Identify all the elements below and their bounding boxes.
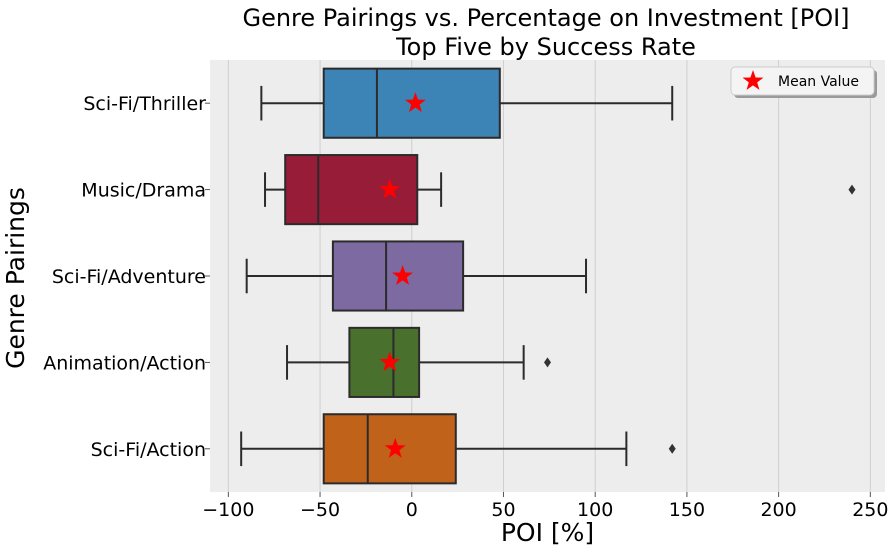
outlier-point [848,184,856,195]
chart-title-line-2: Top Five by Success Rate [395,33,696,61]
y-tick-label: Sci-Fi/Adventure [52,266,206,288]
x-tick-label: 250 [852,499,888,521]
outlier-point [544,357,551,368]
box-sci-fi-action [240,413,676,485]
legend: Mean Value [730,66,877,98]
x-tick-label: 150 [669,499,705,521]
y-axis-label: Genre Pairings [1,187,30,369]
box-sci-fi-adventure [245,240,588,312]
x-tick-label: 0 [406,499,418,521]
legend-box [730,66,875,96]
legend-star-icon [742,70,764,90]
x-tick-label: 200 [760,499,796,521]
y-tick-label: Music/Drama [81,180,206,202]
mean-star [379,351,401,372]
legend-label: Mean Value [778,74,859,90]
boxes [240,67,856,485]
mean-star [379,178,401,199]
box-sci-fi-thriller [260,67,674,139]
y-tick-label: Animation/Action [43,352,206,374]
x-axis-ticks: −100 −50 0 50 100 150 200 250 [202,492,888,521]
box-animation-action [286,326,551,398]
x-tick-label: 100 [577,499,613,521]
mean-star [404,92,426,113]
y-tick-label: Sci-Fi/Action [91,439,206,461]
mean-star [392,265,414,285]
x-tick-label: −50 [300,499,340,521]
y-tick-label: Sci-Fi/Thriller [83,93,206,115]
chart-title-line-1: Genre Pairings vs. Percentage on Investm… [242,4,849,32]
outlier-point [668,443,676,454]
box-iqr [284,154,419,226]
x-tick-label: 50 [491,499,515,521]
x-tick-label: −100 [202,499,254,521]
y-axis-ticks: Sci-Fi/Thriller Music/Drama Sci-Fi/Adventu… [43,93,210,461]
chart-title: Genre Pairings vs. Percentage on Investm… [242,4,849,61]
mean-star [384,437,406,458]
x-axis-label: POI [%] [501,518,594,547]
box-music-drama [264,154,856,226]
